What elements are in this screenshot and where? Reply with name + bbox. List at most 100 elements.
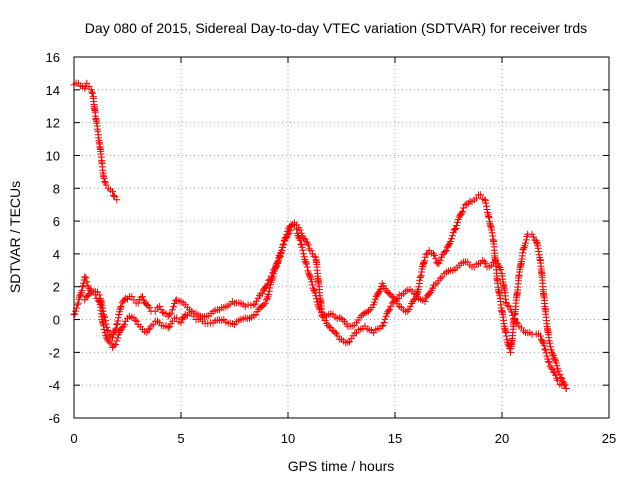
x-tick-label: 20	[495, 431, 509, 446]
data-point	[307, 247, 315, 255]
data-point	[269, 269, 277, 277]
data-point	[458, 209, 466, 217]
y-tick-label: 0	[53, 313, 60, 328]
data-point	[529, 233, 537, 241]
y-tick-label: 10	[46, 148, 60, 163]
data-point	[461, 201, 469, 209]
data-point	[436, 274, 444, 282]
data-point	[430, 250, 437, 258]
data-point	[265, 276, 273, 284]
data-point	[286, 226, 294, 234]
data-point	[544, 358, 552, 366]
data-point	[442, 247, 450, 255]
data-point	[81, 273, 89, 281]
data-point	[432, 255, 440, 263]
data-point	[562, 385, 570, 392]
data-point	[480, 258, 488, 266]
data-point	[477, 191, 485, 199]
data-point	[304, 241, 312, 249]
y-tick-label: 8	[53, 181, 60, 196]
data-point	[109, 188, 116, 196]
data-point	[252, 311, 260, 319]
data-point	[112, 324, 120, 332]
data-point	[109, 334, 116, 342]
data-point	[299, 250, 307, 258]
data-point	[263, 296, 271, 304]
data-point	[82, 274, 90, 282]
y-tick-label: 6	[53, 214, 60, 229]
chart-title: Day 080 of 2015, Sidereal Day-to-day VTE…	[85, 20, 587, 36]
data-point	[334, 332, 342, 340]
data-point	[426, 289, 434, 297]
data-point	[101, 317, 109, 325]
data-point	[553, 362, 561, 370]
data-point	[86, 290, 94, 297]
data-point	[144, 326, 152, 334]
data-point	[318, 309, 326, 317]
data-point	[316, 306, 324, 314]
data-point	[385, 306, 393, 314]
x-tick-label: 15	[388, 431, 402, 446]
data-point	[274, 258, 282, 266]
data-point	[541, 345, 549, 353]
data-point	[265, 290, 272, 298]
data-point	[505, 303, 513, 311]
data-point	[378, 322, 386, 330]
y-tick-label: -4	[48, 378, 60, 393]
data-point	[117, 302, 125, 310]
data-point	[522, 236, 530, 244]
data-point	[271, 265, 279, 273]
data-point	[483, 206, 491, 213]
data-point	[555, 367, 563, 375]
data-point	[111, 341, 119, 348]
data-point	[306, 272, 314, 280]
data-point	[560, 379, 568, 387]
data-point	[280, 240, 288, 248]
y-tick-label: 4	[53, 247, 60, 262]
data-point	[441, 248, 449, 256]
data-point	[405, 305, 413, 313]
data-point	[258, 289, 266, 297]
data-point	[485, 213, 493, 220]
axis-ticks: 0 5 10 15 20 25 -6 -4 -2 0 2 4 6 8 10 12 14 16	[46, 50, 617, 446]
data-point	[436, 256, 444, 264]
data-point	[81, 296, 89, 304]
data-point	[315, 304, 323, 312]
data-point	[74, 299, 82, 307]
data-point	[72, 307, 80, 315]
data-point	[113, 196, 121, 204]
data-point	[109, 343, 116, 351]
data-point	[445, 241, 453, 249]
data-point	[380, 319, 388, 326]
plot-frame	[73, 56, 610, 419]
data-point	[282, 234, 290, 242]
data-point	[482, 259, 490, 267]
data-point	[434, 260, 442, 268]
data-point	[372, 293, 380, 301]
data-point	[295, 235, 303, 242]
y-tick-label: 12	[46, 116, 60, 131]
data-point	[450, 226, 458, 234]
data-point	[547, 364, 555, 372]
data-point	[83, 278, 91, 286]
data-point	[164, 324, 172, 332]
data-point	[264, 280, 272, 288]
data-point	[166, 311, 174, 319]
data-point	[365, 307, 372, 315]
data-point	[279, 241, 287, 249]
data-point	[561, 381, 569, 389]
data-markers	[70, 79, 570, 392]
x-tick-label: 10	[281, 431, 295, 446]
data-point	[260, 301, 268, 309]
data-point	[305, 245, 313, 253]
y-tick-label: -2	[48, 345, 60, 360]
data-point	[339, 316, 347, 324]
data-point	[390, 294, 398, 302]
data-point	[266, 275, 274, 283]
data-point	[156, 302, 164, 310]
data-point	[267, 272, 275, 280]
data-point	[454, 218, 461, 226]
data-point	[277, 250, 285, 258]
data-point	[310, 286, 318, 294]
data-point	[247, 301, 255, 309]
